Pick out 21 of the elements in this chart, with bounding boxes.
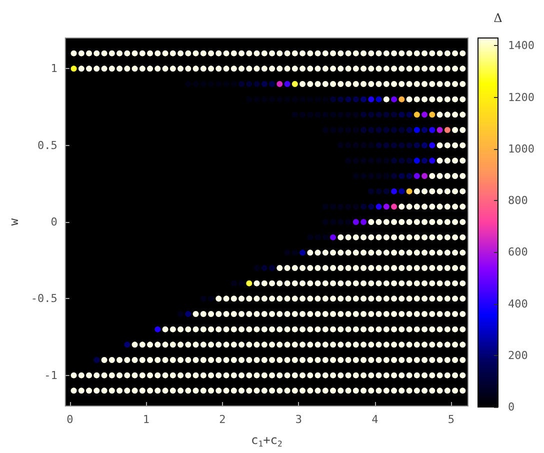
x-tick-label: 2 [219,413,226,426]
color-bar-label: 1200 [508,90,534,104]
y-tick-label: 1 [50,62,58,76]
color-bar-title: Δ [494,11,503,25]
x-tick-label: 5 [448,413,455,426]
y-tick-label: 0.5 [38,138,58,152]
x-tick-label: 1 [142,413,150,426]
color-bar-label: 0 [508,400,515,414]
y-axis-title: w [7,218,21,226]
x-tick-label: 3 [295,413,302,426]
color-bar-label: 1000 [508,142,534,156]
color-bar-label: 600 [508,246,528,259]
y-tick-label: 0 [50,216,58,228]
color-bar-label: 800 [508,194,528,208]
y-tick-label: -0.5 [30,292,58,306]
x-tick-label: 0 [66,413,74,426]
color-bar-label: 400 [508,297,528,310]
x-tick-label: 4 [372,413,379,426]
color-bar-label: 200 [508,348,528,362]
color-bar-label: 1400 [508,39,534,52]
y-tick-label: -1 [44,368,58,382]
